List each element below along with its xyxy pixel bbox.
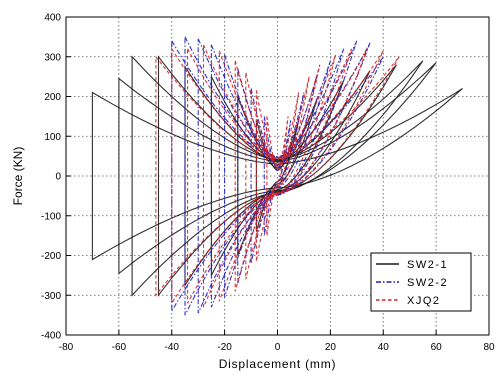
y-tick-label: 400 [44,13,61,24]
hysteresis-loop [197,38,358,314]
legend-label: SW2-2 [407,277,448,289]
series-xjq2 [155,44,400,308]
legend: SW2-1 SW2-2 XJQ2 [370,252,472,312]
hysteresis-loop [131,55,424,297]
y-tick-label: -400 [41,331,61,342]
hysteresis-loop [184,64,371,288]
hysteresis-loop [234,60,321,292]
x-tick-label: 40 [378,342,390,353]
series-layer [91,36,463,316]
x-tick-label: -60 [112,342,127,353]
hysteresis-loop [187,48,368,304]
x-tick-label: -80 [59,342,74,353]
hysteresis-loop [245,72,310,280]
hysteresis-loop [171,46,384,306]
x-tick-label: 0 [275,342,281,353]
hysteresis-loop [255,90,300,262]
y-tick-label: -100 [41,211,61,222]
y-tick-label: 200 [44,92,61,103]
axis-ticks: -80 -60 -40 -20 0 20 40 60 80-400-300-200-100010… [41,13,495,354]
x-tick-label: -40 [165,342,180,353]
hysteresis-loop [184,36,371,316]
y-tick-label: 100 [44,132,61,143]
y-tick-label: 0 [55,172,61,183]
y-axis-label: Force (KN) [11,147,25,206]
hysteresis-loop [202,44,353,308]
y-tick-label: 300 [44,52,61,63]
y-tick-label: -300 [41,291,61,302]
hysteresis-loop [91,88,463,261]
x-tick-label: 20 [325,342,337,353]
hysteresis-loop [157,55,397,297]
x-tick-label: -20 [217,342,232,353]
x-axis-label: Displacement (mm) [219,357,337,371]
hysteresis-loop [118,62,437,275]
legend-label: XJQ2 [407,295,441,307]
legend-label: SW2-1 [407,259,448,271]
x-tick-label: 60 [431,342,443,353]
hysteresis-loop [171,38,384,314]
y-tick-label: -200 [41,251,61,262]
hysteresis-loop [155,55,400,297]
hysteresis-loop [266,116,289,236]
hysteresis-loop [218,50,337,302]
x-tick-label: 80 [483,342,495,353]
